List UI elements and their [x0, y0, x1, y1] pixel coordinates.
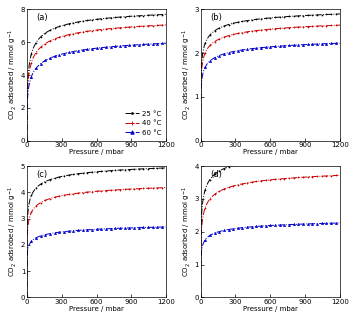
Y-axis label: CO$_2$ adsorbed / mmol g$^{-1}$: CO$_2$ adsorbed / mmol g$^{-1}$ [7, 30, 20, 121]
Y-axis label: CO$_2$ adsorbed / mmol g$^{-1}$: CO$_2$ adsorbed / mmol g$^{-1}$ [181, 30, 193, 121]
Legend: 25 °C, 40 °C, 60 °C: 25 °C, 40 °C, 60 °C [124, 109, 163, 137]
X-axis label: Pressure / mbar: Pressure / mbar [243, 306, 298, 312]
Y-axis label: CO$_2$ adsrobed / mmol g$^{-1}$: CO$_2$ adsrobed / mmol g$^{-1}$ [7, 186, 20, 277]
X-axis label: Pressure / mbar: Pressure / mbar [69, 149, 124, 155]
Text: (a): (a) [37, 13, 48, 22]
Text: (c): (c) [37, 170, 48, 179]
Y-axis label: CO$_2$ adsorbed / mmol g$^{-1}$: CO$_2$ adsorbed / mmol g$^{-1}$ [181, 186, 193, 277]
Text: (b): (b) [210, 13, 222, 22]
Text: (d): (d) [210, 170, 222, 179]
X-axis label: Pressure / mbar: Pressure / mbar [243, 149, 298, 155]
X-axis label: Pressure / mbar: Pressure / mbar [69, 306, 124, 312]
